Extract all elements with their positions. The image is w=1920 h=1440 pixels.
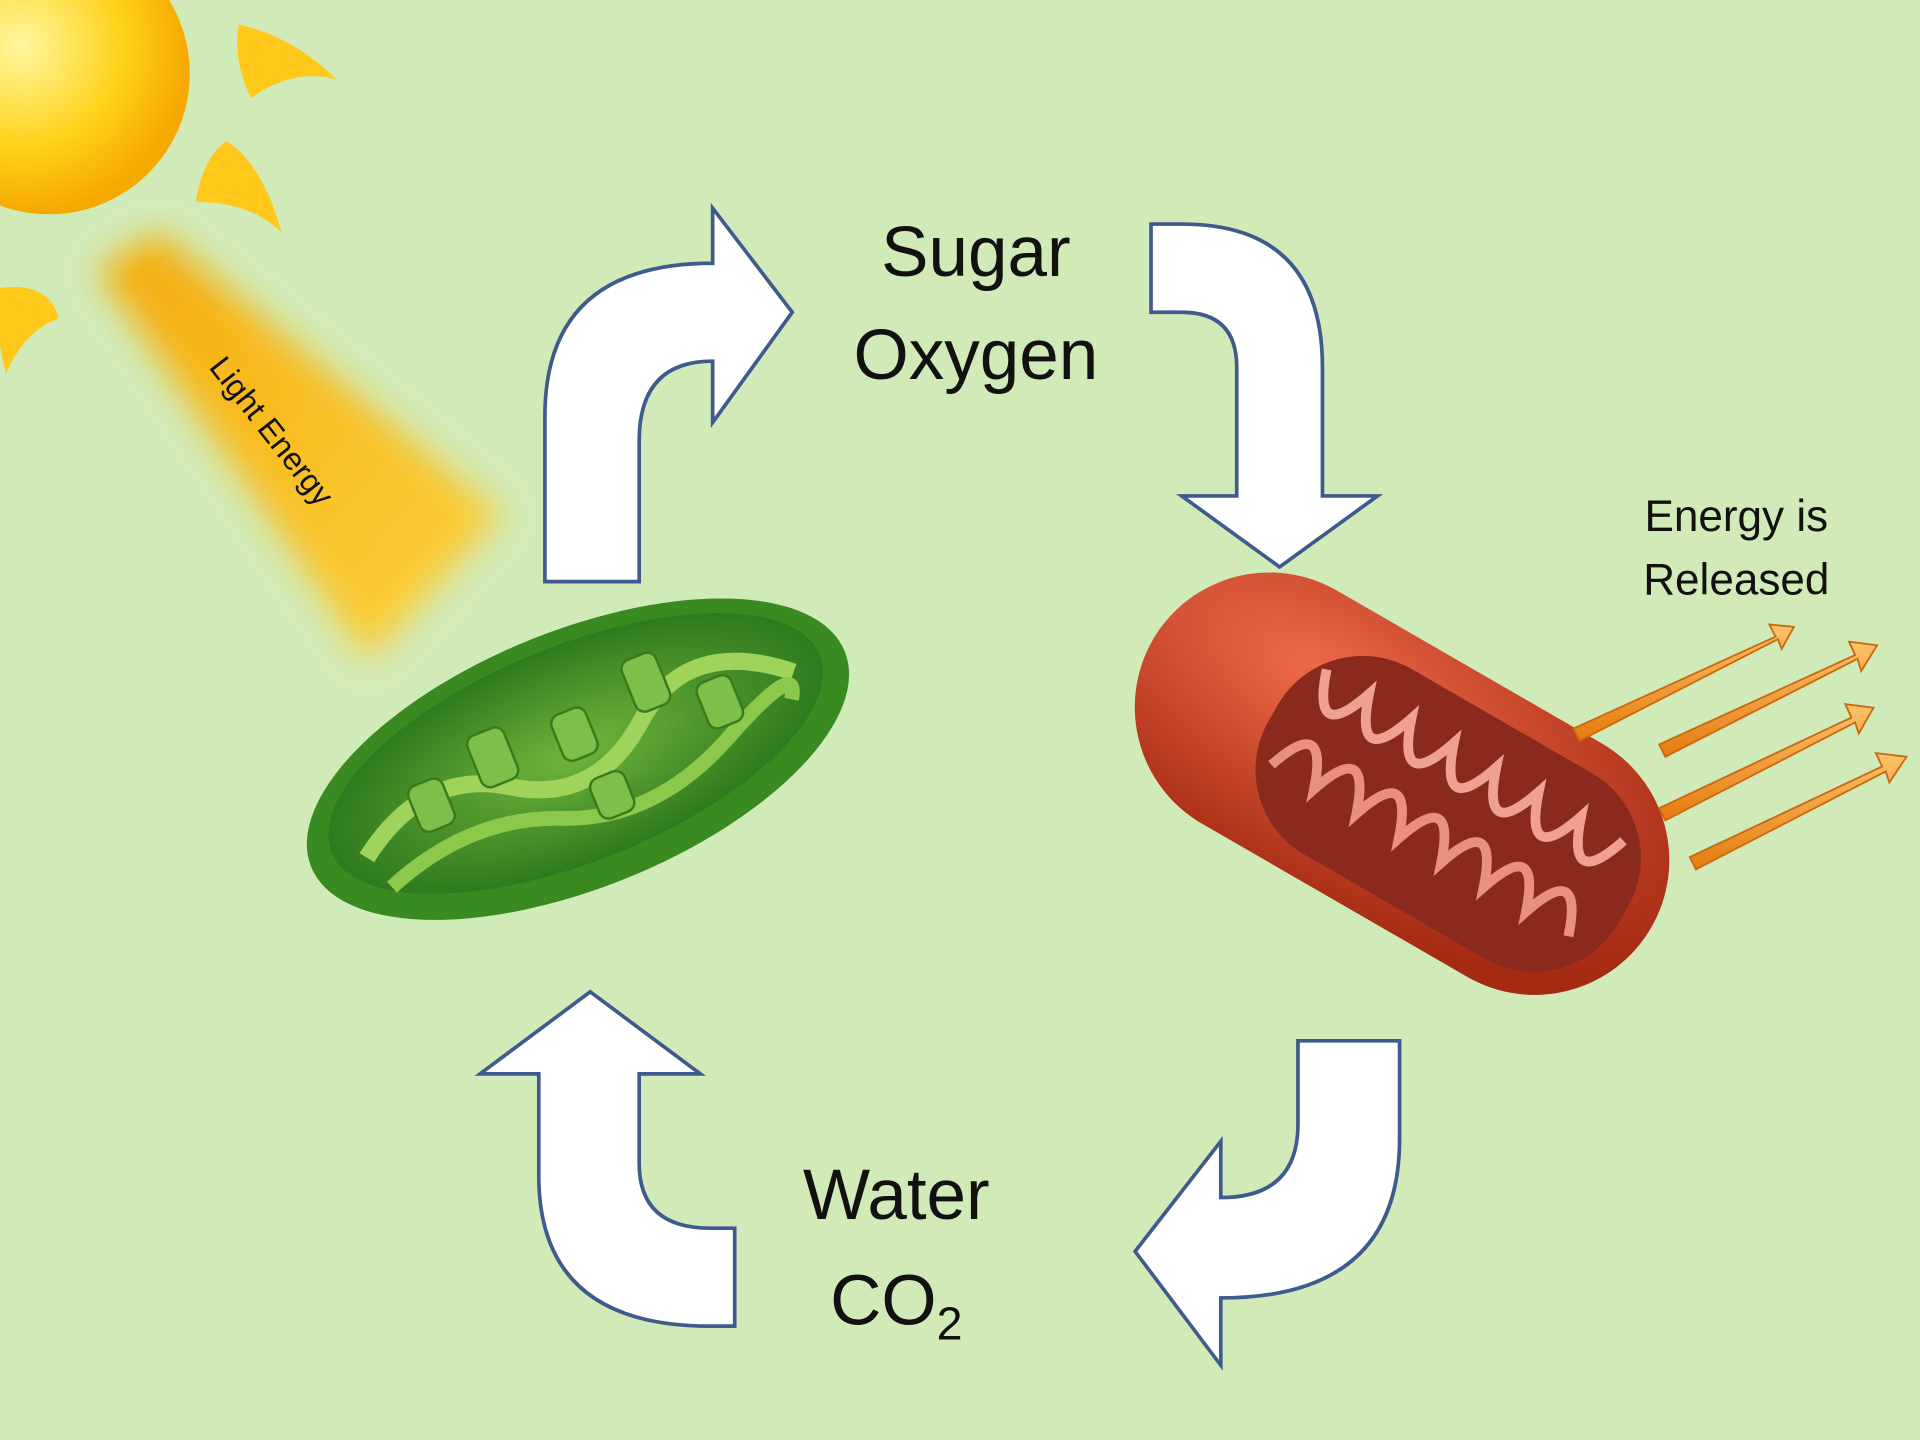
cycle-arrow bbox=[1151, 224, 1378, 567]
input-label: Water bbox=[803, 1156, 990, 1235]
energy-label: Released bbox=[1643, 555, 1829, 604]
product-label: Oxygen bbox=[854, 316, 1099, 395]
product-label: Sugar bbox=[881, 213, 1071, 292]
formula-subscript: 2 bbox=[937, 1298, 963, 1350]
input-label: CO2 bbox=[830, 1261, 962, 1350]
page: Light Energy Sugar Oxygen Water CO2 Ener… bbox=[0, 0, 1920, 1440]
diagram: Light Energy Sugar Oxygen Water CO2 Ener… bbox=[0, 0, 1920, 1440]
formula: CO bbox=[830, 1261, 937, 1340]
cycle-arrow bbox=[545, 208, 792, 581]
energy-label: Energy is bbox=[1644, 492, 1828, 541]
mitochondrion bbox=[1085, 523, 1718, 1044]
cycle-arrow bbox=[1135, 1041, 1399, 1365]
cycle-arrow bbox=[480, 992, 735, 1326]
